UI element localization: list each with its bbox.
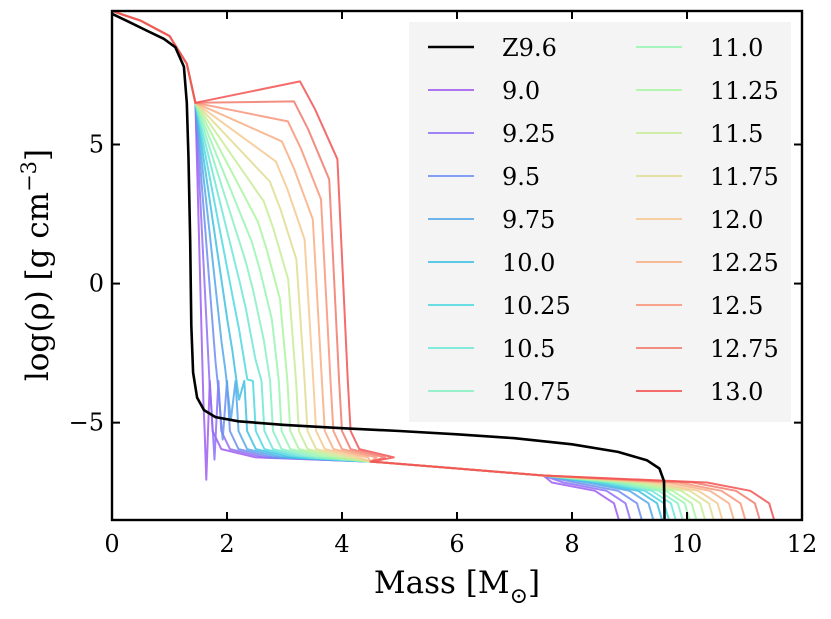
legend-label-9-5: 9.5 <box>502 163 540 191</box>
legend: Z9.6 9.0 9.25 9.5 9.75 10.0 10.25 10.5 10.75 11.0… <box>409 22 791 422</box>
legend-label-10-5: 10.5 <box>502 335 555 363</box>
legend-label-12-5: 12.5 <box>710 292 763 320</box>
x-tick-label: 2 <box>219 530 234 558</box>
legend-label-11-5: 11.5 <box>710 120 763 148</box>
legend-label-10-0: 10.0 <box>502 249 555 277</box>
y-axis-title: log(ρ) [g cm−3] <box>17 149 56 381</box>
legend-label-11-25: 11.25 <box>710 77 779 105</box>
x-tick-label: 10 <box>672 530 703 558</box>
axis-ticks: 0 2 4 6 8 10 12 −5 0 5 <box>69 11 818 558</box>
legend-box <box>409 22 791 422</box>
legend-label-9-25: 9.25 <box>502 120 555 148</box>
legend-label-13-0: 13.0 <box>710 378 763 406</box>
legend-label-10-25: 10.25 <box>502 292 571 320</box>
legend-label-9-0: 9.0 <box>502 77 540 105</box>
x-tick-label: 12 <box>787 530 818 558</box>
x-tick-label: 6 <box>449 530 464 558</box>
legend-label-11-0: 11.0 <box>710 34 763 62</box>
legend-label-12-25: 12.25 <box>710 249 779 277</box>
x-axis-title: Mass [M⊙] <box>374 565 540 609</box>
y-tick-label: 5 <box>89 131 104 159</box>
x-tick-label: 0 <box>104 530 119 558</box>
y-tick-label: −5 <box>69 409 104 437</box>
series-line-Z9-6 <box>112 12 666 520</box>
series-lines <box>112 11 776 520</box>
legend-label-11-75: 11.75 <box>710 163 779 191</box>
legend-label-12-0: 12.0 <box>710 206 763 234</box>
series-line-13-0 <box>112 11 776 520</box>
legend-label-12-75: 12.75 <box>710 335 779 363</box>
x-tick-label: 4 <box>334 530 349 558</box>
legend-label-10-75: 10.75 <box>502 378 571 406</box>
y-tick-label: 0 <box>89 270 104 298</box>
legend-label-9-75: 9.75 <box>502 206 555 234</box>
x-tick-label: 8 <box>564 530 579 558</box>
legend-label-Z9-6: Z9.6 <box>502 34 557 62</box>
